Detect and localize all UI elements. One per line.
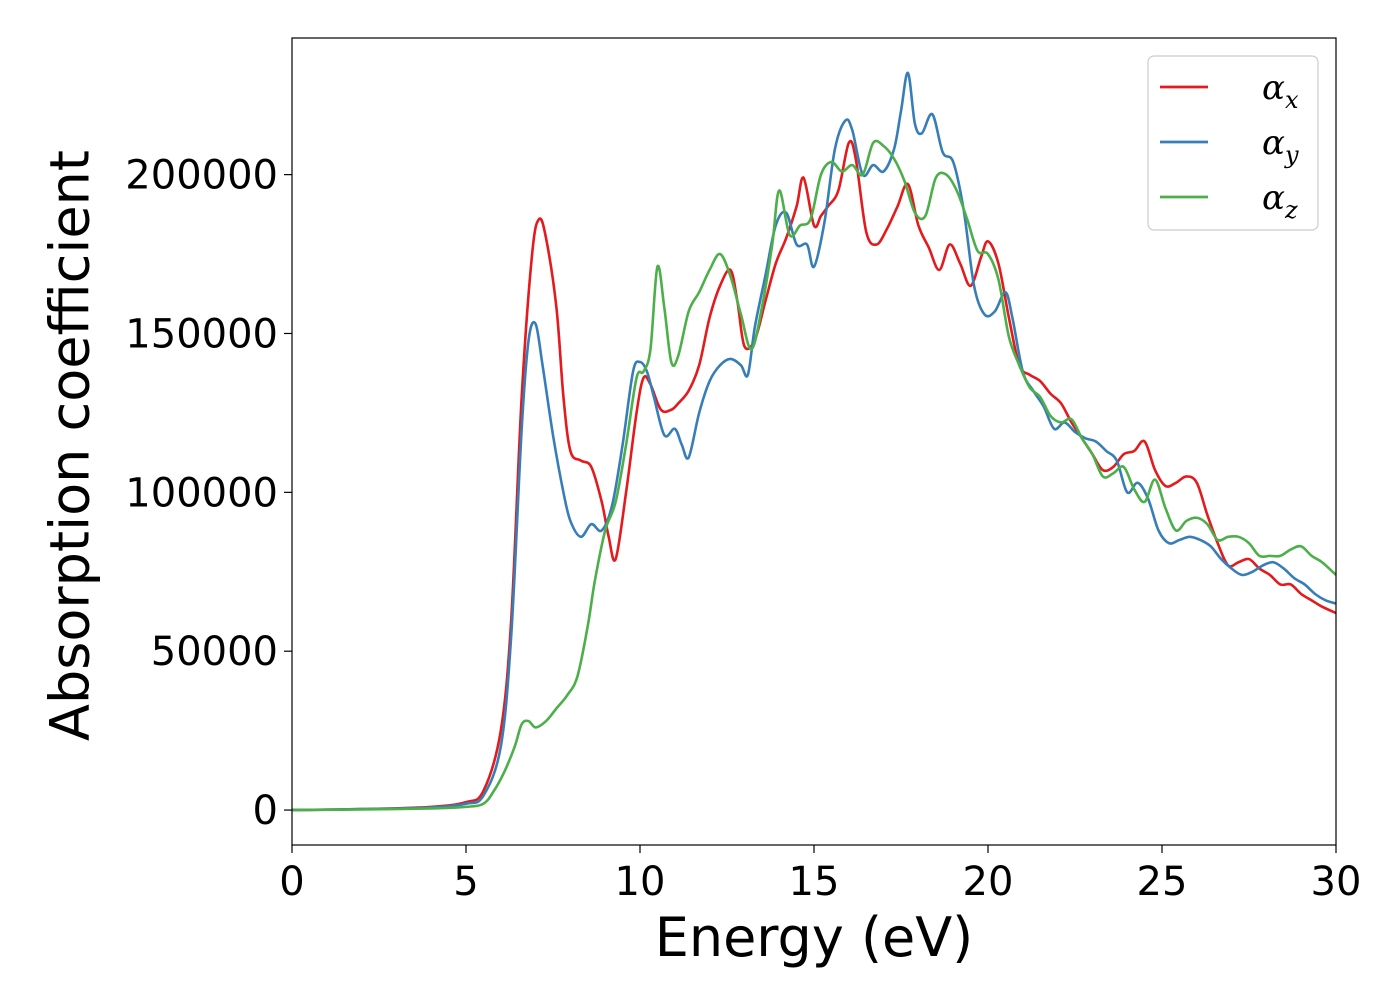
series-line-z	[292, 139, 1336, 812]
series-lines	[292, 71, 1336, 812]
y-tick-label: 150000	[125, 311, 278, 357]
x-tick-label: 20	[963, 859, 1014, 905]
y-tick-label: 50000	[151, 629, 278, 675]
y-axis-title: Absorption coefficient	[39, 150, 102, 741]
x-axis-title: Energy (eV)	[655, 906, 974, 969]
x-tick-label: 25	[1137, 859, 1188, 905]
x-tick-label: 30	[1311, 859, 1362, 905]
series-line-y	[292, 71, 1336, 812]
y-tick-label: 100000	[125, 470, 278, 516]
x-tick-label: 15	[789, 859, 840, 905]
legend-label-y: αy	[1262, 123, 1299, 169]
y-tick-label: 200000	[125, 153, 278, 199]
x-tick-label: 10	[615, 859, 666, 905]
y-tick-label: 0	[253, 788, 278, 834]
x-tick-label: 0	[279, 859, 304, 905]
legend-box	[1147, 55, 1319, 231]
x-tick-label: 5	[453, 859, 478, 905]
x-axis: 0 5 10 15 20 25 30	[279, 845, 1361, 905]
y-axis: 0 50000 100000 150000 200000	[125, 153, 292, 834]
legend-label-x: αx	[1262, 68, 1299, 114]
series-line-x	[292, 139, 1336, 812]
